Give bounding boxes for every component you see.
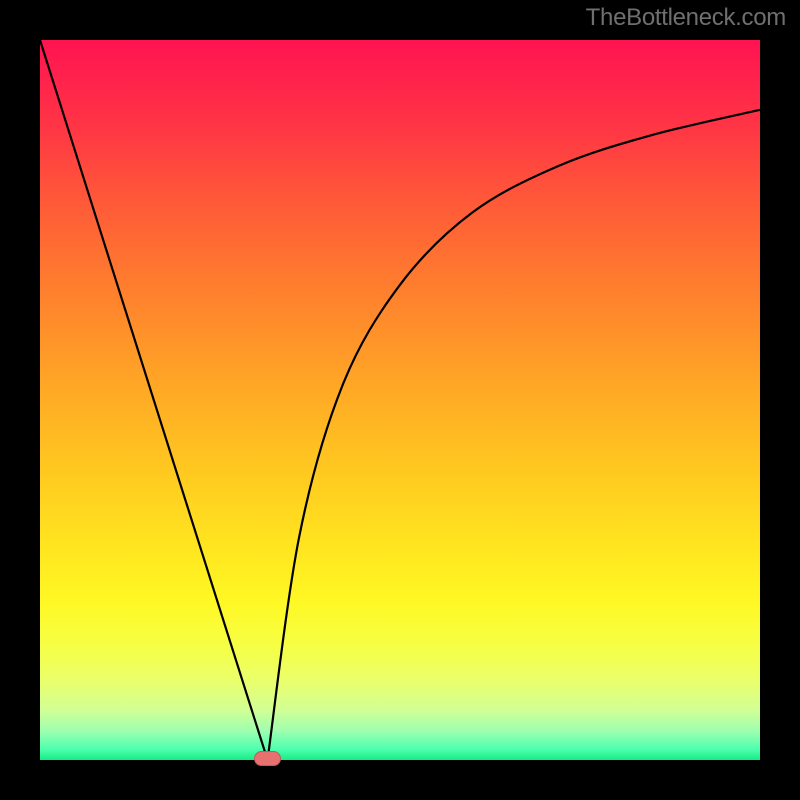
optimum-marker xyxy=(255,752,281,766)
plot-background xyxy=(40,40,760,760)
watermark-text: TheBottleneck.com xyxy=(586,4,786,32)
plot-svg xyxy=(0,0,800,800)
